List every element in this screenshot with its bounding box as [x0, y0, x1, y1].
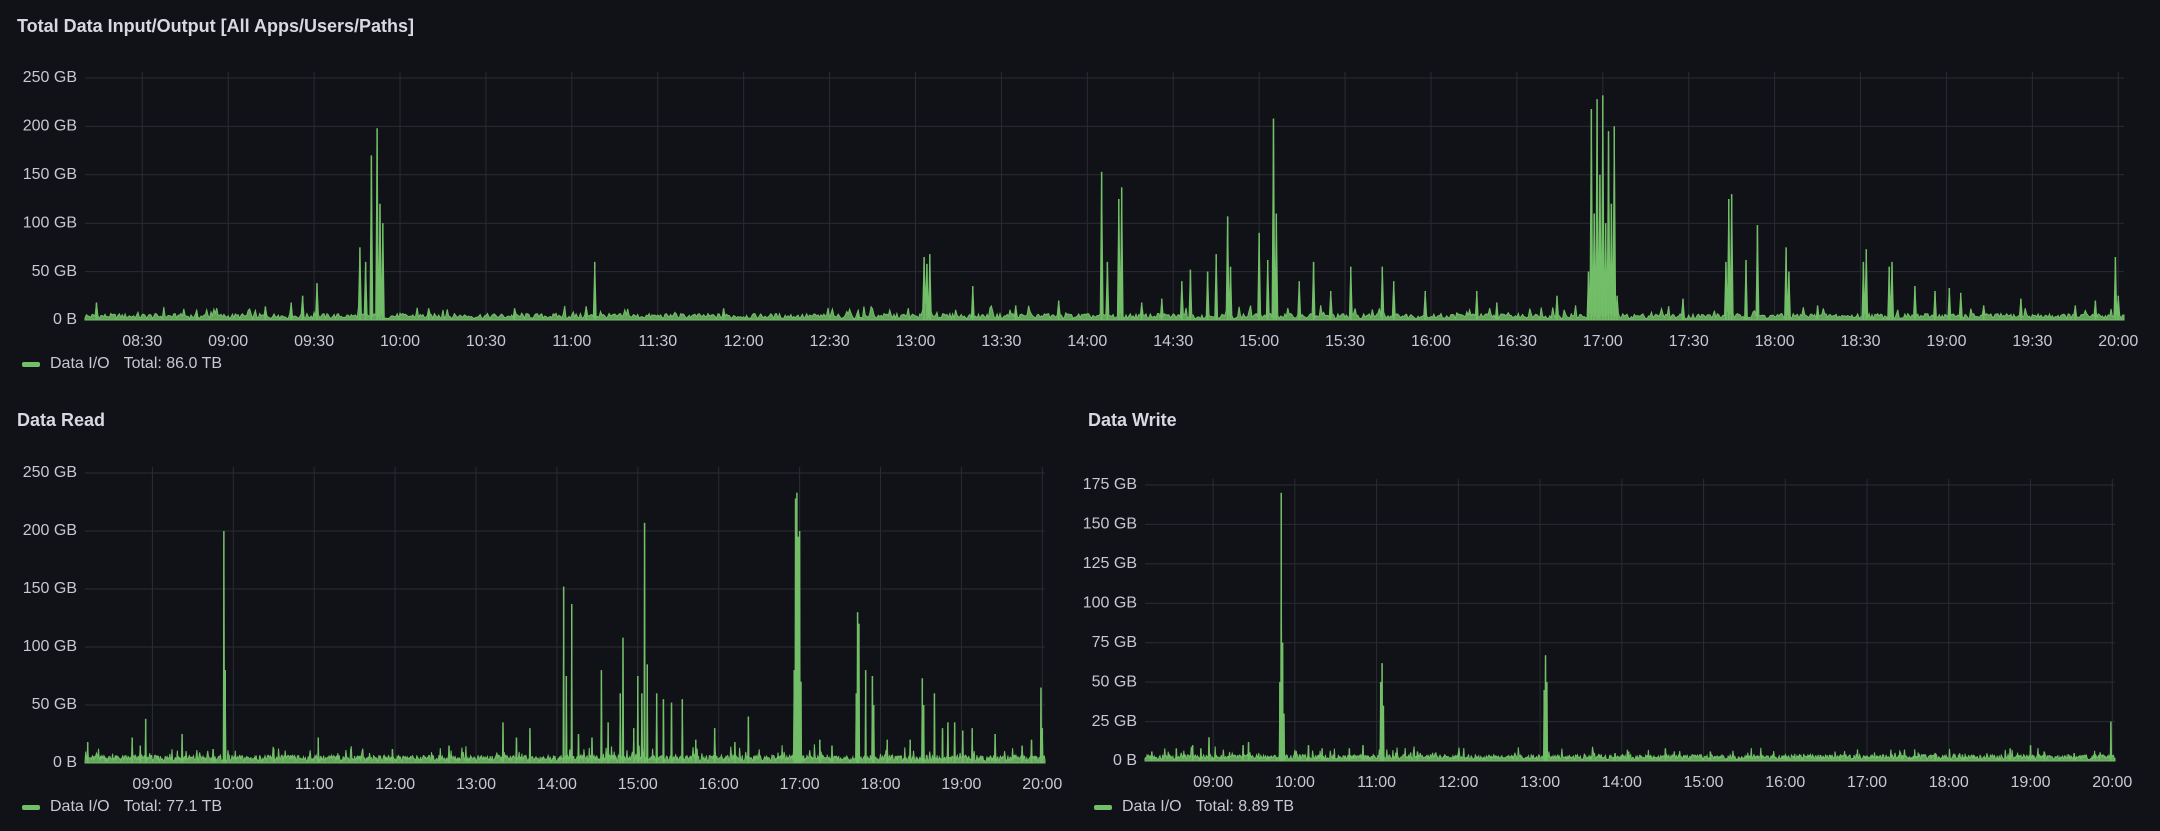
x-tick-label: 13:00	[1520, 774, 1560, 791]
x-tick-label: 17:30	[1669, 333, 1709, 350]
x-tick-label: 19:00	[1926, 333, 1966, 350]
x-tick-label: 14:30	[1153, 333, 1193, 350]
panel-total-io: Total Data Input/Output [All Apps/Users/…	[0, 0, 2160, 380]
y-tick-label: 200 GB	[23, 118, 77, 135]
x-tick-label: 18:00	[1929, 774, 1969, 791]
x-tick-label: 15:00	[1239, 333, 1279, 350]
legend-total: Total: 86.0 TB	[123, 355, 223, 372]
y-tick-label: 175 GB	[1083, 476, 1137, 493]
y-tick-label: 0 B	[1113, 752, 1137, 769]
series-area	[84, 95, 2125, 321]
y-tick-label: 100 GB	[23, 214, 77, 231]
legend-label: Data I/O	[50, 355, 110, 372]
x-tick-label: 09:30	[294, 333, 334, 350]
y-tick-label: 200 GB	[23, 522, 77, 539]
y-tick-label: 250 GB	[23, 464, 77, 481]
x-tick-label: 17:00	[1847, 774, 1887, 791]
chart-data-write: 0 B 25 GB 50 GB 75 GB 100 GB 125 GB 150 GB 175 …	[1083, 476, 2133, 791]
x-tick-label: 19:00	[941, 776, 981, 793]
x-tick-label: 15:00	[618, 776, 658, 793]
x-tick-label: 10:00	[380, 333, 420, 350]
y-tick-label: 50 GB	[32, 696, 77, 713]
y-tick-label: 125 GB	[1083, 555, 1137, 572]
x-tick-label: 11:30	[638, 333, 677, 350]
chart-total-io: 0 B 50 GB 100 GB 150 GB 200 GB 250 GB 08:30 09:…	[23, 69, 2139, 350]
x-tick-label: 16:30	[1497, 333, 1537, 350]
x-tick-label: 09:00	[1193, 774, 1233, 791]
x-tick-label: 19:00	[2011, 774, 2051, 791]
x-tick-label: 18:00	[1755, 333, 1795, 350]
x-tick-label: 16:00	[1765, 774, 1805, 791]
legend-total: Total: 8.89 TB	[1195, 798, 1295, 815]
legend[interactable]: Data I/O Total: 8.89 TB	[1094, 798, 1294, 816]
x-tick-label: 12:00	[1438, 774, 1478, 791]
legend-swatch	[1094, 804, 1112, 810]
x-tick-label: 13:30	[981, 333, 1021, 350]
x-tick-label: 17:00	[780, 776, 820, 793]
x-tick-label: 14:00	[1602, 774, 1642, 791]
y-tick-label: 100 GB	[23, 638, 77, 655]
x-tick-label: 12:00	[375, 776, 415, 793]
x-tick-label: 18:30	[1841, 333, 1881, 350]
y-tick-label: 0 B	[53, 754, 77, 771]
series-area	[1144, 492, 2116, 762]
x-tick-label: 08:30	[122, 333, 162, 350]
y-tick-label: 150 GB	[1083, 516, 1137, 533]
y-tick-label: 50 GB	[32, 263, 77, 280]
x-tick-label: 11:00	[295, 776, 334, 793]
y-tick-label: 50 GB	[1092, 673, 1137, 690]
y-tick-label: 100 GB	[1083, 595, 1137, 612]
series-area	[84, 492, 1046, 764]
x-tick-label: 12:00	[724, 333, 764, 350]
x-tick-label: 10:00	[1275, 774, 1315, 791]
legend-swatch	[22, 361, 40, 367]
y-tick-label: 250 GB	[23, 69, 77, 86]
x-tick-label: 10:00	[213, 776, 253, 793]
x-tick-label: 15:30	[1325, 333, 1365, 350]
x-tick-label: 16:00	[699, 776, 739, 793]
y-tick-label: 150 GB	[23, 166, 77, 183]
y-tick-label: 75 GB	[1092, 634, 1137, 651]
y-tick-label: 150 GB	[23, 580, 77, 597]
x-tick-label: 10:30	[466, 333, 506, 350]
x-tick-label: 13:00	[456, 776, 496, 793]
panel-title[interactable]: Data Write	[1088, 410, 1177, 430]
x-tick-label: 18:00	[860, 776, 900, 793]
x-tick-label: 20:00	[1022, 776, 1062, 793]
x-tick-label: 14:00	[1067, 333, 1107, 350]
legend-swatch	[22, 804, 40, 810]
x-tick-label: 09:00	[208, 333, 248, 350]
x-tick-label: 20:00	[2098, 333, 2138, 350]
panel-data-read: Data Read 0 B 50 GB 100 GB 150 GB 200 GB 250 …	[0, 395, 1070, 831]
y-tick-label: 0 B	[53, 311, 77, 328]
y-tick-label: 25 GB	[1092, 713, 1137, 730]
x-tick-label: 11:00	[1357, 774, 1396, 791]
x-tick-label: 17:00	[1583, 333, 1623, 350]
x-tick-label: 13:00	[895, 333, 935, 350]
x-tick-label: 09:00	[132, 776, 172, 793]
x-tick-label: 15:00	[1684, 774, 1724, 791]
x-tick-label: 19:30	[2012, 333, 2052, 350]
x-tick-label: 20:00	[2092, 774, 2132, 791]
legend[interactable]: Data I/O Total: 86.0 TB	[22, 355, 222, 373]
panel-title[interactable]: Data Read	[17, 410, 106, 430]
x-tick-label: 16:00	[1411, 333, 1451, 350]
x-tick-label: 11:00	[552, 333, 591, 350]
x-tick-label: 12:30	[810, 333, 850, 350]
legend-label: Data I/O	[50, 798, 110, 815]
legend[interactable]: Data I/O Total: 77.1 TB	[22, 798, 222, 816]
legend-total: Total: 77.1 TB	[123, 798, 223, 815]
legend-label: Data I/O	[1122, 798, 1182, 815]
panel-data-write: Data Write 0 B 25 GB 50 GB 75 GB 100 GB 125 G…	[1070, 395, 2160, 831]
x-tick-label: 14:00	[537, 776, 577, 793]
panel-title[interactable]: Total Data Input/Output [All Apps/Users/…	[17, 16, 415, 36]
chart-data-read: 0 B 50 GB 100 GB 150 GB 200 GB 250 GB 09:00 10:…	[23, 464, 1063, 793]
